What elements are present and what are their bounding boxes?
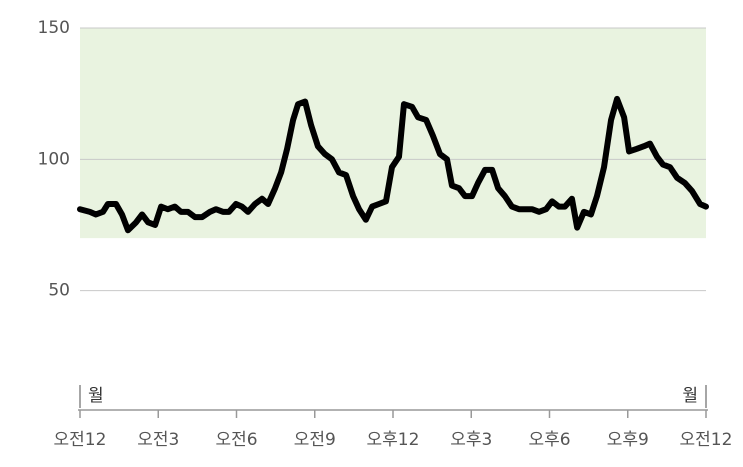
x-tick-label: 오후9 bbox=[607, 430, 649, 450]
x-tick-label: 오전6 bbox=[215, 430, 257, 450]
x-tick-label: 오후12 bbox=[367, 430, 420, 450]
x-tick-label: 오전12 bbox=[54, 430, 107, 450]
day-label: 월 bbox=[88, 386, 104, 406]
normal-range-band bbox=[80, 28, 706, 239]
x-tick-label: 오전9 bbox=[294, 430, 336, 450]
data-line bbox=[77, 95, 709, 234]
x-tick-label: 오전3 bbox=[137, 430, 179, 450]
day-label: 월 bbox=[682, 386, 698, 406]
y-tick-label: 50 bbox=[48, 281, 70, 301]
y-tick-label: 150 bbox=[38, 18, 70, 38]
x-tick-label: 오전12 bbox=[680, 430, 733, 450]
x-tick-label: 오후6 bbox=[528, 430, 570, 450]
y-tick-label: 100 bbox=[38, 149, 70, 169]
x-tick-label: 오후3 bbox=[450, 430, 492, 450]
